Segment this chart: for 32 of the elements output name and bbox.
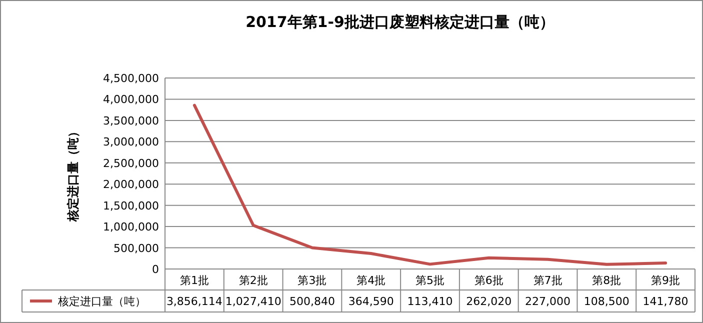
data-label: 500,840 xyxy=(289,295,335,308)
x-tick-label: 第3批 xyxy=(298,274,327,287)
x-tick-label: 第1批 xyxy=(180,274,209,287)
x-tick-label: 第8批 xyxy=(592,274,622,287)
data-label: 3,856,114 xyxy=(166,295,222,308)
x-tick-label: 第2批 xyxy=(238,274,268,287)
data-label: 141,780 xyxy=(642,295,688,308)
x-tick-label: 第9批 xyxy=(651,274,680,287)
data-label: 364,590 xyxy=(348,295,394,308)
y-axis-title: 核定进口量（吨） xyxy=(66,126,80,222)
y-tick-label: 2,500,000 xyxy=(103,156,159,170)
data-label: 108,500 xyxy=(584,295,630,308)
x-tick-label: 第6批 xyxy=(474,274,504,287)
data-label: 1,027,410 xyxy=(225,295,282,308)
x-tick-label: 第4批 xyxy=(356,274,386,287)
y-tick-label: 0 xyxy=(152,263,159,276)
x-tick-label: 第5批 xyxy=(416,274,444,287)
y-tick-label: 1,500,000 xyxy=(103,199,159,212)
y-tick-label: 4,000,000 xyxy=(103,93,159,106)
data-label: 227,000 xyxy=(525,295,571,308)
data-label: 262,020 xyxy=(466,295,512,308)
y-tick-label: 4,500,000 xyxy=(103,72,159,85)
chart-title: 2017年第1-9批进口废塑料核定进口量（吨） xyxy=(246,13,554,31)
y-tick-label: 2,000,000 xyxy=(103,178,159,192)
legend-label: 核定进口量（吨） xyxy=(57,295,146,308)
y-tick-label: 1,000,000 xyxy=(103,220,159,234)
line-series xyxy=(192,104,668,266)
y-tick-label: 3,500,000 xyxy=(103,114,159,128)
data-label: 113,410 xyxy=(407,295,453,308)
x-tick-label: 第7批 xyxy=(533,274,562,287)
y-tick-label: 3,000,000 xyxy=(103,136,159,149)
y-tick-label: 500,000 xyxy=(114,242,159,255)
